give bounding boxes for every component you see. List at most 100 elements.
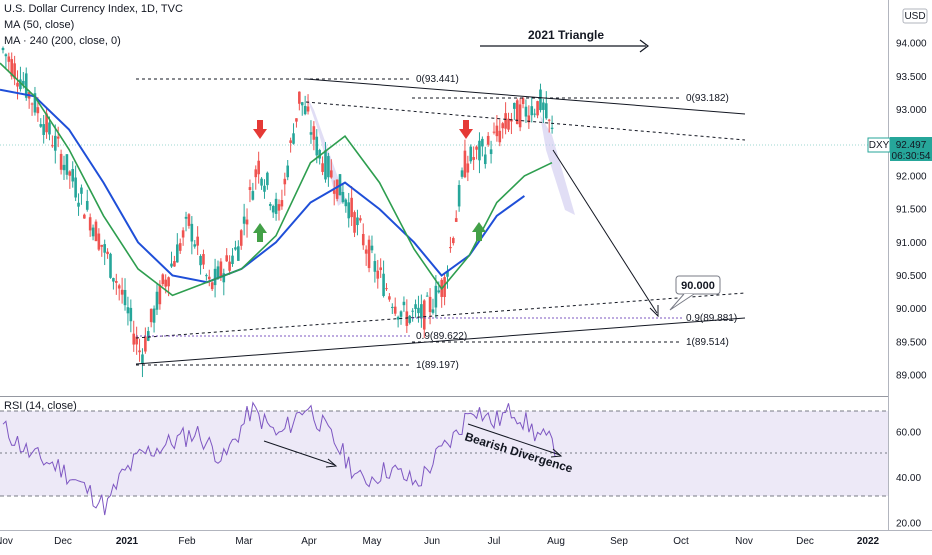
candle-body	[77, 202, 80, 207]
price-tag-ticker: DXY	[869, 140, 890, 151]
candle-body	[120, 289, 124, 295]
candle-body	[452, 238, 455, 244]
rsi-tick-label: 40.00	[896, 473, 921, 484]
legend-symbol[interactable]: U.S. Dollar Currency Index, 1D, TVC	[4, 3, 183, 15]
candle-body	[501, 123, 505, 129]
time-tick-label: Dec	[54, 536, 72, 547]
triangle-inner-upper[interactable]	[305, 101, 746, 141]
candle-body	[277, 204, 281, 211]
candle-body	[135, 336, 138, 345]
price-axis[interactable]: 94.00093.50093.00092.50092.00091.50091.0…	[896, 39, 927, 382]
candle-body	[443, 277, 446, 298]
candle-body	[19, 79, 22, 90]
ma50-line	[0, 62, 553, 297]
candle-body	[266, 172, 269, 186]
candle-body	[547, 119, 551, 121]
candle-body	[385, 288, 388, 290]
rsi-tick-label: 60.00	[896, 428, 921, 439]
candle-body	[492, 131, 496, 133]
candle-body	[513, 102, 516, 109]
legend-ma200[interactable]: MA · 240 (200, close, 0)	[4, 35, 121, 47]
projection-arrow[interactable]	[552, 149, 658, 314]
candle-body	[376, 270, 380, 279]
legend-rsi[interactable]: RSI (14, close)	[4, 400, 77, 412]
legend-ma50[interactable]: MA (50, close)	[4, 19, 75, 31]
candle-body	[123, 289, 127, 306]
time-tick-label: Oct	[673, 536, 689, 547]
price-tick-label: 90.500	[896, 271, 927, 282]
time-tick-label: Sep	[610, 536, 628, 547]
time-tick-label: Mar	[235, 536, 253, 547]
candle-body	[65, 154, 69, 175]
candle-body	[62, 164, 66, 171]
candle-body	[170, 263, 173, 267]
price-tag-price: 92.497	[896, 140, 927, 151]
rsi-axis[interactable]: 60.00 40.00 20.00	[896, 428, 921, 530]
candle-body	[446, 271, 449, 277]
rsi-band	[0, 411, 888, 496]
candle-body	[329, 170, 333, 178]
fib-bottom-label: 1(89.197)	[416, 360, 459, 371]
candle-body	[231, 255, 234, 264]
candle-body	[205, 275, 208, 277]
candle-body	[495, 125, 499, 137]
candle-body	[347, 202, 351, 219]
candle-body	[24, 73, 28, 98]
candle-body	[481, 138, 484, 147]
candle-body	[94, 221, 98, 242]
candle-body	[289, 140, 292, 143]
candle-body	[22, 80, 25, 85]
price-tick-label: 92.000	[896, 171, 927, 182]
candle-body	[396, 316, 400, 320]
candle-body	[13, 63, 16, 79]
time-axis[interactable]: Nov Dec 2021 Feb Mar Apr May Jun Jul Aug Sep Oct Nov…	[0, 536, 880, 547]
candle-body	[42, 124, 45, 135]
candle-body	[117, 285, 121, 289]
candle-body	[138, 350, 141, 353]
candle-body	[53, 135, 57, 151]
candle-body	[268, 204, 272, 206]
target-callout-label: 90.000	[681, 280, 715, 292]
candle-body	[216, 266, 220, 279]
triangle-title-arrowhead	[639, 39, 649, 53]
candle-body	[454, 218, 458, 222]
candle-body	[344, 199, 348, 207]
candle-body	[112, 278, 115, 282]
ma200-line	[0, 88, 525, 284]
price-tag-countdown: 06:30:54	[892, 151, 931, 162]
candle-body	[242, 216, 246, 224]
candle-body	[181, 230, 185, 238]
candle-body	[527, 115, 531, 123]
candle-body	[251, 191, 255, 200]
currency-badge-box[interactable]	[902, 8, 928, 24]
buy-arrow-june	[472, 222, 486, 241]
candle-body	[33, 93, 37, 113]
time-tick-label: Nov	[735, 536, 753, 547]
candle-body	[80, 187, 83, 194]
candle-body	[353, 212, 356, 233]
triangle-lower-line[interactable]	[135, 317, 746, 365]
currency-badge[interactable]: USD	[904, 11, 925, 22]
candle-body	[370, 245, 374, 251]
time-tick-label: Feb	[178, 536, 196, 547]
candle-body	[16, 82, 19, 87]
candle-body	[318, 150, 321, 159]
candle-body	[10, 59, 14, 77]
candle-body	[176, 244, 179, 263]
candle-body	[210, 282, 214, 290]
candle-body	[399, 311, 403, 317]
target-callout-box[interactable]	[675, 275, 721, 295]
time-tick-label: 2022	[857, 536, 880, 547]
candle-body	[173, 261, 176, 267]
fib-second-bottom-label: 1(89.514)	[686, 337, 729, 348]
triangle-upper-line[interactable]	[305, 78, 746, 115]
candle-body	[460, 170, 464, 177]
candle-body	[420, 304, 423, 319]
time-tick-label: Jul	[488, 536, 501, 547]
candle-body	[152, 308, 156, 323]
drop-shade-july	[540, 115, 575, 215]
target-callout-tail	[669, 293, 695, 311]
candle-body	[149, 308, 153, 323]
candle-body	[478, 140, 481, 161]
